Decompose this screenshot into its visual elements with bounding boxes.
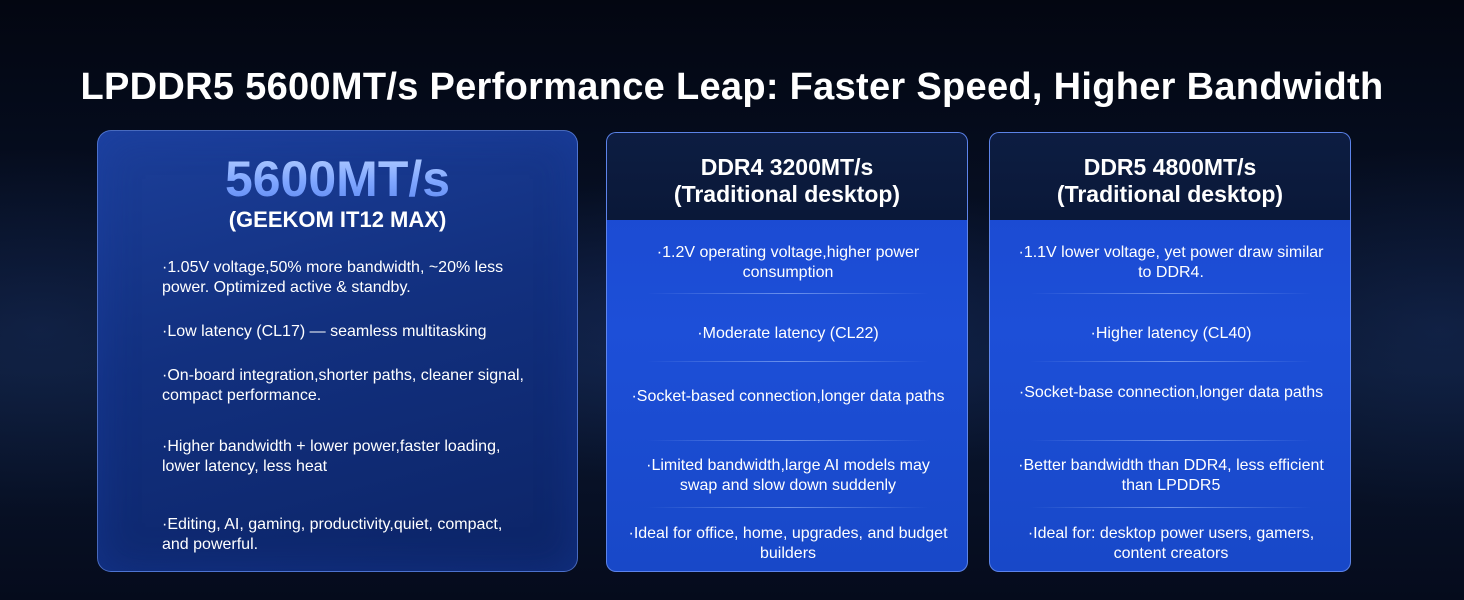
lpddr5-speed: 5600MT/s: [0, 150, 675, 208]
ddr5-divider: [1030, 293, 1312, 294]
ddr4-card-title: DDR4 3200MT/s: [700, 154, 874, 180]
ddr4-divider: [647, 293, 929, 294]
ddr4-feature-bandwidth: ·Limited bandwidth,large AI models may s…: [646, 457, 930, 494]
ddr5-feature-voltage: ·1.1V lower voltage, yet power draw simi…: [1018, 244, 1324, 281]
ddr5-feature-connection: ·Socket-base connection,longer data path…: [1018, 384, 1324, 401]
ddr5-divider: [1030, 440, 1312, 441]
lpddr5-card: [97, 130, 578, 572]
ddr4-card-header: DDR4 3200MT/s (Traditional desktop): [607, 133, 967, 220]
ddr4-divider: [647, 361, 929, 362]
ddr5-card-subtitle: (Traditional desktop): [1056, 181, 1284, 207]
ddr5-card: DDR5 4800MT/s (Traditional desktop) ·1.1…: [989, 132, 1351, 572]
ddr4-feature-connection: ·Socket-based connection,longer data pat…: [631, 388, 945, 405]
lpddr5-feature-latency: ·Low latency (CL17) — seamless multitask…: [162, 323, 487, 340]
ddr5-feature-latency: ·Higher latency (CL40): [1090, 325, 1252, 342]
ddr5-feature-bandwidth: ·Better bandwidth than DDR4, less effici…: [1018, 457, 1324, 494]
lpddr5-feature-voltage: ·1.05V voltage,50% more bandwidth, ~20% …: [162, 259, 504, 296]
ddr5-feature-use-cases: ·Ideal for: desktop power users, gamers,…: [1027, 525, 1315, 562]
ddr4-divider: [647, 440, 929, 441]
page-headline: LPDDR5 5600MT/s Performance Leap: Faster…: [80, 66, 1384, 108]
ddr4-feature-latency: ·Moderate latency (CL22): [697, 325, 879, 342]
lpddr5-product-label: (GEEKOM IT12 MAX): [228, 207, 447, 232]
ddr4-feature-use-cases: ·Ideal for office, home, upgrades, and b…: [628, 525, 948, 562]
ddr4-card: DDR4 3200MT/s (Traditional desktop) ·1.2…: [606, 132, 968, 572]
ddr4-card-subtitle: (Traditional desktop): [673, 181, 901, 207]
ddr5-divider: [1030, 361, 1312, 362]
lpddr5-feature-integration: ·On-board integration,shorter paths, cle…: [162, 367, 524, 404]
ddr4-divider: [647, 507, 929, 508]
lpddr5-feature-use-cases: ·Editing, AI, gaming, productivity,quiet…: [162, 516, 503, 553]
ddr4-feature-voltage: ·1.2V operating voltage,higher power con…: [656, 244, 920, 281]
ddr5-card-header: DDR5 4800MT/s (Traditional desktop): [990, 133, 1350, 220]
ddr5-card-title: DDR5 4800MT/s: [1083, 154, 1257, 180]
ddr5-divider: [1030, 507, 1312, 508]
lpddr5-feature-bandwidth: ·Higher bandwidth + lower power,faster l…: [162, 438, 501, 475]
